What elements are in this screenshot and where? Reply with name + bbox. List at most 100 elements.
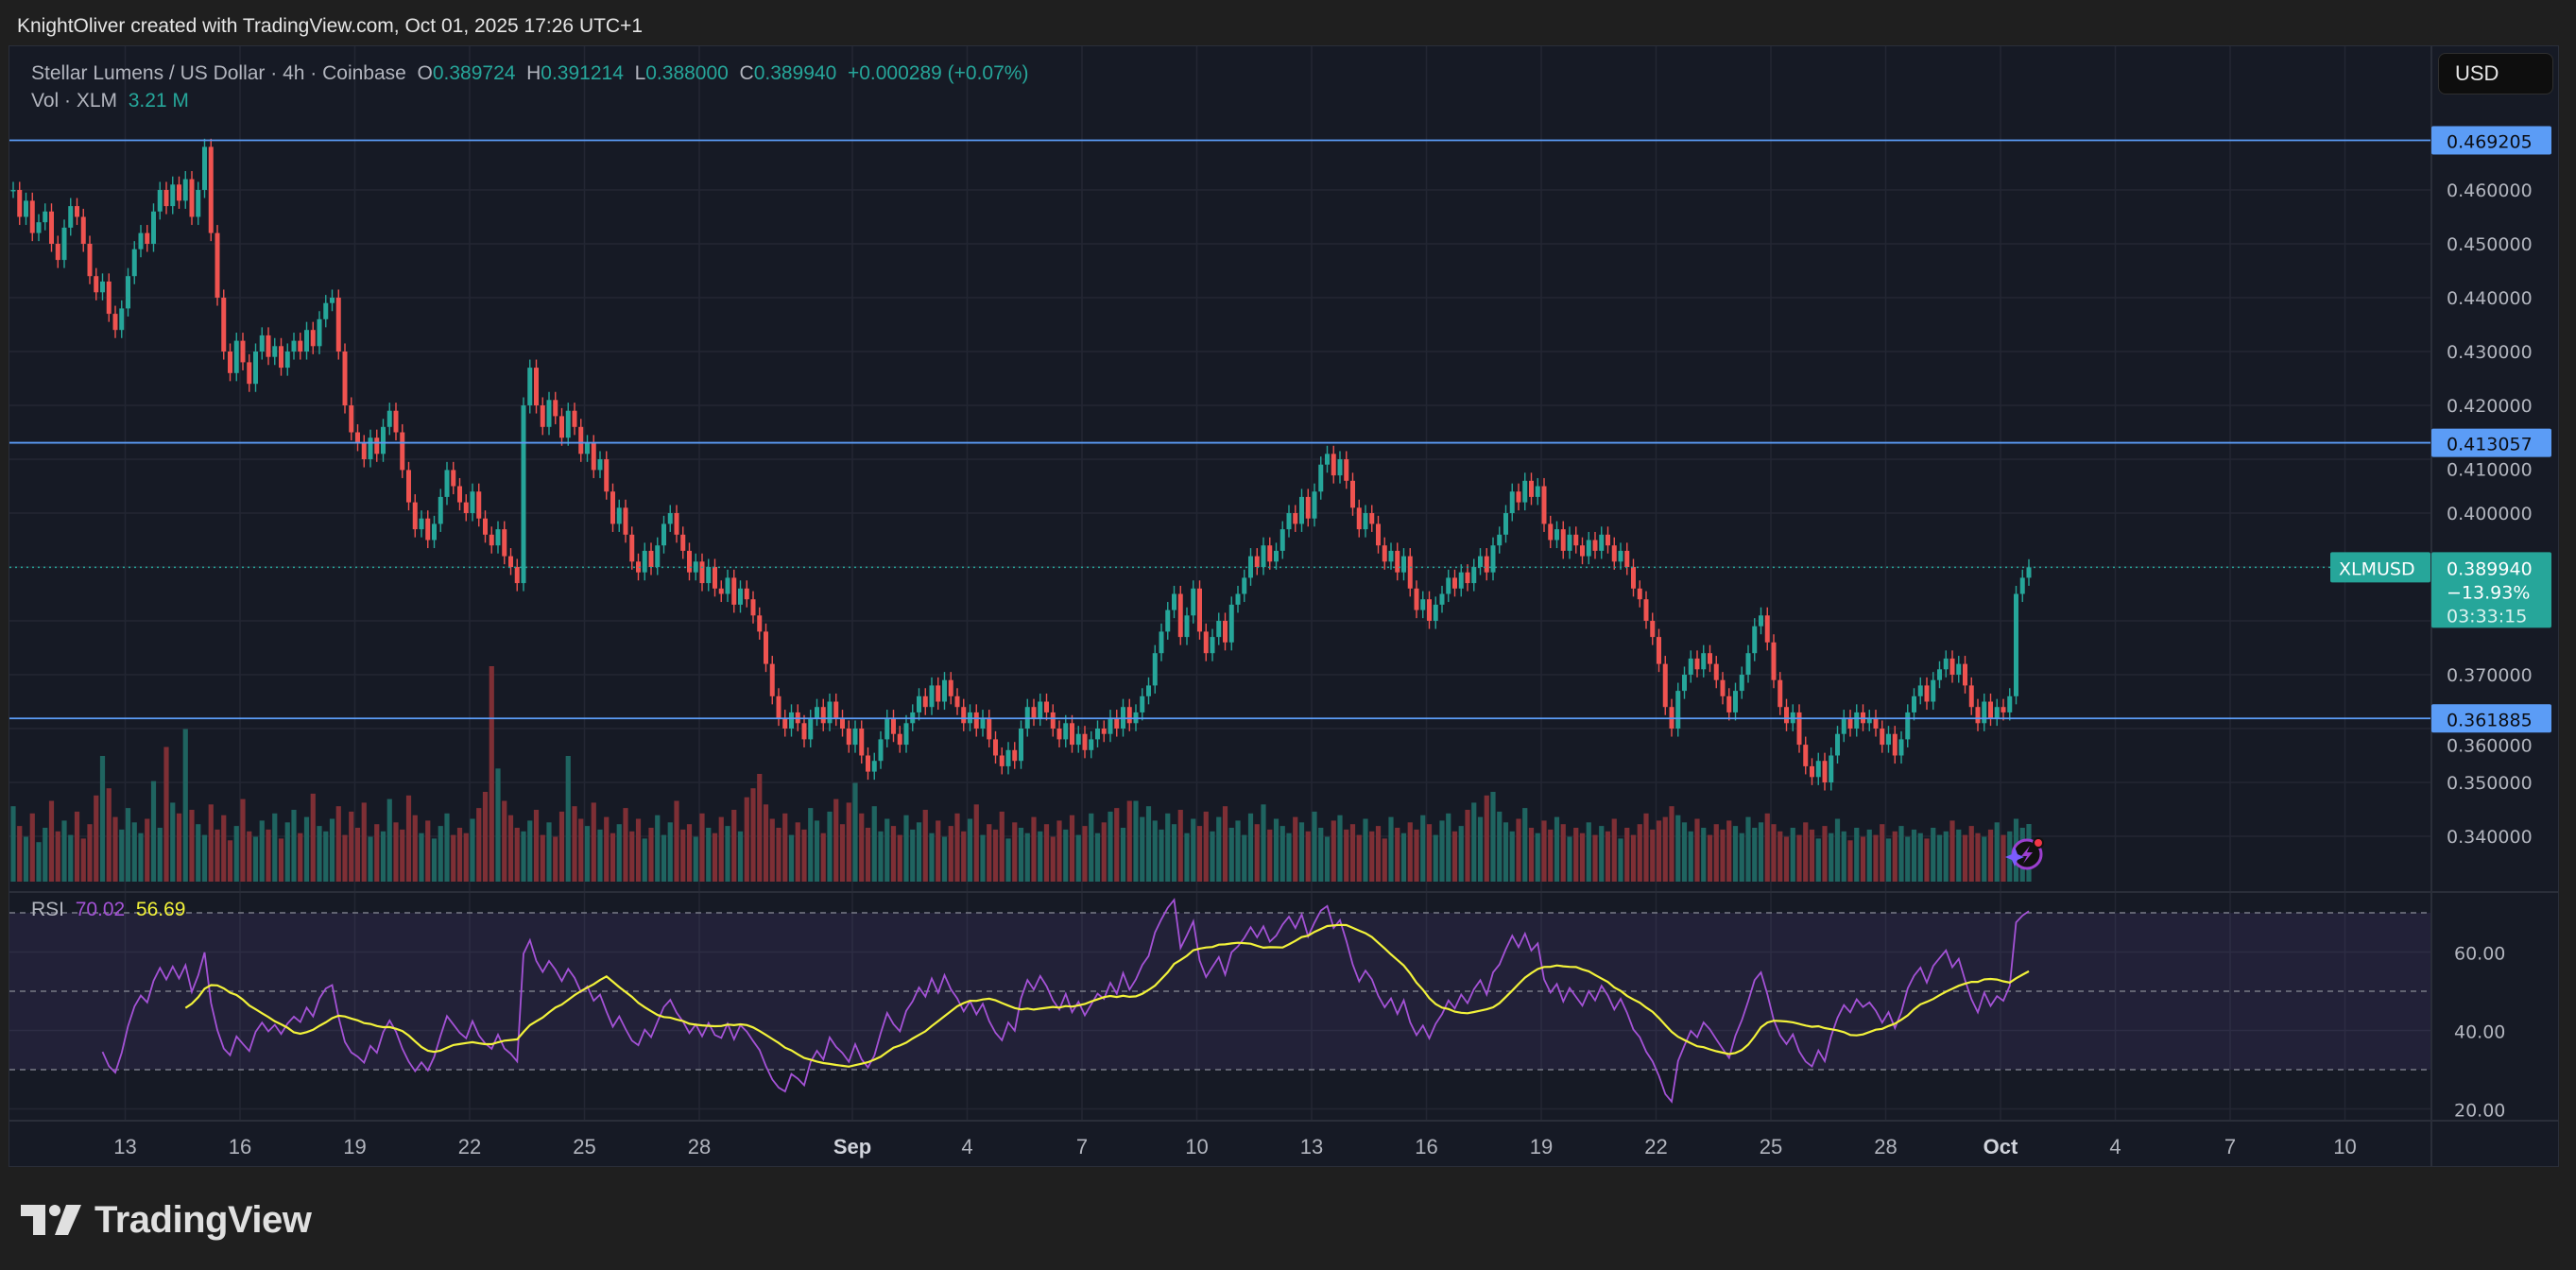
price-tick-label: 0.350000 <box>2447 773 2533 794</box>
candle-body <box>1580 545 1585 557</box>
volume-bar <box>119 829 125 882</box>
candle-body <box>2014 593 2018 696</box>
candle-body <box>801 723 807 740</box>
candle-body <box>1350 480 1355 508</box>
candle-body <box>1165 609 1171 632</box>
volume-bar <box>431 838 438 882</box>
volume-bar <box>1656 820 1662 882</box>
volume-bar <box>335 806 341 882</box>
volume-bar <box>145 818 150 882</box>
candle-body <box>1586 540 1591 557</box>
volume-bar <box>1337 815 1343 882</box>
volume-bar <box>1324 836 1331 882</box>
volume-bar <box>1829 832 1834 882</box>
candle-body <box>49 211 54 244</box>
rsi-line <box>101 898 2030 1104</box>
volume-bar <box>521 831 526 882</box>
volume-bar <box>827 811 833 882</box>
candle-body <box>878 739 884 762</box>
volume-bar <box>801 829 807 882</box>
candle-body <box>1433 604 1438 621</box>
candle-body <box>2026 567 2032 578</box>
candle-body <box>163 190 169 207</box>
open-value: 0.389724 <box>432 62 516 84</box>
candle-body <box>1841 717 1846 734</box>
candle-body <box>1637 588 1642 600</box>
candle-body <box>1152 653 1158 686</box>
rsi-label: RSI <box>31 899 65 920</box>
volume-bar <box>482 792 489 882</box>
candle-body <box>1420 599 1426 610</box>
volume-bar <box>546 822 552 882</box>
candle-body <box>1299 496 1304 524</box>
candle-body <box>1075 733 1081 746</box>
candle-body <box>852 729 858 746</box>
price-tick-label: 0.410000 <box>2447 460 2533 481</box>
candle-body <box>636 561 641 573</box>
time-tick-label: 13 <box>113 1135 136 1158</box>
volume-bar <box>1503 822 1509 882</box>
candle-body <box>1223 621 1228 643</box>
low-value: 0.388000 <box>645 62 729 84</box>
volume-bar <box>1210 831 1215 882</box>
candle-body <box>1286 513 1292 530</box>
currency-button[interactable]: USD <box>2438 53 2553 94</box>
volume-bar <box>1024 832 1030 882</box>
candle-body <box>540 405 545 427</box>
candle-body <box>1395 550 1400 573</box>
hline-label: 0.413057 <box>2447 435 2533 455</box>
candle-body <box>1344 459 1349 481</box>
candle-body <box>1657 637 1661 664</box>
candle-body <box>1943 658 1949 670</box>
volume-bar <box>1924 838 1930 882</box>
volume-bar <box>400 829 405 882</box>
candle-body <box>208 146 214 233</box>
volume-bar <box>1885 838 1892 882</box>
candle-body <box>508 556 513 567</box>
candle-body <box>929 685 935 708</box>
volume-bar <box>833 798 839 882</box>
volume-bar <box>247 831 252 882</box>
volume-bar <box>48 800 55 882</box>
candle-body <box>757 615 763 632</box>
volume-bar <box>1739 832 1744 882</box>
candle-body <box>1784 707 1789 724</box>
candle-body <box>1484 556 1489 573</box>
volume-bar <box>1956 829 1962 882</box>
volume-bar <box>1369 831 1375 882</box>
candle-body <box>170 184 176 207</box>
candle-body <box>489 534 494 546</box>
volume-bar <box>808 808 814 882</box>
candle-body <box>1662 663 1668 708</box>
time-tick-label: 10 <box>1185 1135 1208 1158</box>
candle-body <box>1108 717 1113 734</box>
volume-bar <box>1681 822 1688 882</box>
candle-body <box>1892 733 1898 756</box>
candle-body <box>973 712 979 729</box>
candle-body <box>942 679 947 702</box>
close-label: C <box>739 62 754 84</box>
candle-body <box>1140 695 1145 712</box>
candle-body <box>1726 695 1732 712</box>
time-tick-label: Oct <box>1984 1135 2018 1158</box>
volume-bar <box>1273 818 1279 882</box>
volume-bar <box>948 826 953 882</box>
rsi-band <box>9 912 2431 1071</box>
candle-body <box>483 518 488 535</box>
volume-bar <box>712 832 718 882</box>
chart-frame[interactable] <box>9 45 2559 1167</box>
volume-bar <box>1293 816 1298 882</box>
volume-bar <box>1159 829 1164 882</box>
candle-body <box>1279 529 1285 551</box>
candle-body <box>1159 631 1164 654</box>
candle-body <box>1810 765 1814 778</box>
volume-bar <box>1579 832 1586 882</box>
candle-body <box>1988 701 1993 718</box>
volume-bar <box>23 836 29 882</box>
candle-body <box>131 249 137 277</box>
alert-lightning-icon[interactable] <box>2005 837 2044 870</box>
candle-body <box>623 507 628 535</box>
candle-body <box>438 496 443 524</box>
candle-body <box>1624 550 1630 567</box>
